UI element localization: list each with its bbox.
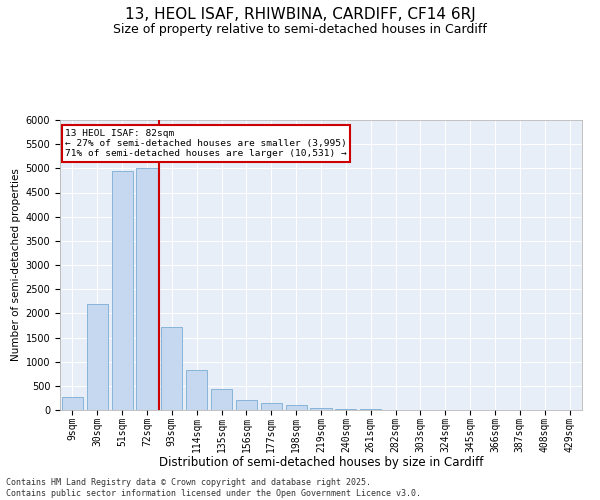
Bar bbox=[211, 389, 232, 410]
Text: Contains HM Land Registry data © Crown copyright and database right 2025.
Contai: Contains HM Land Registry data © Crown c… bbox=[6, 478, 421, 498]
Text: Size of property relative to semi-detached houses in Cardiff: Size of property relative to semi-detach… bbox=[113, 22, 487, 36]
Bar bbox=[136, 168, 158, 410]
Bar bbox=[236, 400, 257, 410]
Bar bbox=[112, 171, 133, 410]
Bar bbox=[186, 370, 207, 410]
Text: 13 HEOL ISAF: 82sqm
← 27% of semi-detached houses are smaller (3,995)
71% of sem: 13 HEOL ISAF: 82sqm ← 27% of semi-detach… bbox=[65, 128, 347, 158]
Bar bbox=[87, 304, 108, 410]
X-axis label: Distribution of semi-detached houses by size in Cardiff: Distribution of semi-detached houses by … bbox=[159, 456, 483, 468]
Bar bbox=[62, 397, 83, 410]
Bar bbox=[261, 403, 282, 410]
Bar bbox=[286, 406, 307, 410]
Bar bbox=[335, 408, 356, 410]
Y-axis label: Number of semi-detached properties: Number of semi-detached properties bbox=[11, 168, 22, 362]
Text: 13, HEOL ISAF, RHIWBINA, CARDIFF, CF14 6RJ: 13, HEOL ISAF, RHIWBINA, CARDIFF, CF14 6… bbox=[125, 8, 475, 22]
Bar bbox=[310, 408, 332, 410]
Bar bbox=[161, 327, 182, 410]
